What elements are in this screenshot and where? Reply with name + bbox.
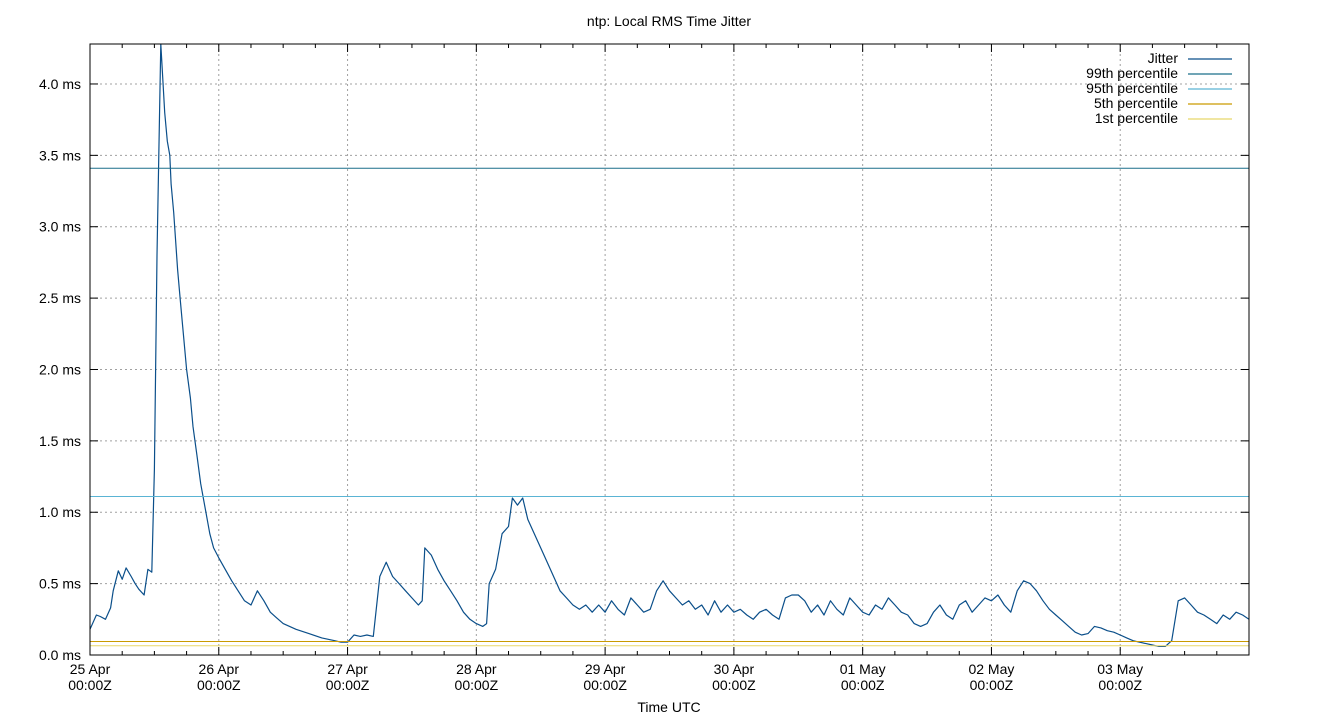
x-tick-label: 00:00Z [326, 677, 370, 693]
x-tick-label: 00:00Z [455, 677, 499, 693]
x-tick-label: 29 Apr [585, 661, 626, 677]
y-tick-label: 4.0 ms [39, 76, 81, 92]
y-tick-label: 3.0 ms [39, 219, 81, 235]
y-tick-label: 1.5 ms [39, 433, 81, 449]
x-tick-label: 00:00Z [841, 677, 885, 693]
legend-label-5th-percentile: 5th percentile [1094, 95, 1178, 111]
x-tick-label: 25 Apr [70, 661, 111, 677]
x-tick-label: 26 Apr [199, 661, 240, 677]
x-tick-label: 27 Apr [327, 661, 368, 677]
series-layer [90, 44, 1249, 648]
x-tick-label: 00:00Z [68, 677, 112, 693]
legend-label-99th-percentile: 99th percentile [1086, 65, 1178, 81]
x-tick-label: 03 May [1097, 661, 1143, 677]
y-tick-label: 3.5 ms [39, 147, 81, 163]
x-tick-label: 02 May [968, 661, 1014, 677]
x-tick-label: 01 May [840, 661, 886, 677]
y-tick-label: 0.0 ms [39, 647, 81, 663]
legend-label-95th-percentile: 95th percentile [1086, 80, 1178, 96]
y-tick-label: 2.0 ms [39, 361, 81, 377]
y-tick-label: 2.5 ms [39, 290, 81, 306]
axis-layer: 0.0 ms 0.5 ms 1.0 ms 1.5 ms 2.0 ms 2.5 ms 3.0 … [39, 44, 1249, 693]
series-line-jitter [90, 44, 1249, 648]
x-tick-label: 00:00Z [1098, 677, 1142, 693]
legend-label-jitter: Jitter [1148, 50, 1179, 66]
y-tick-label: 1.0 ms [39, 504, 81, 520]
x-tick-label: 30 Apr [714, 661, 755, 677]
x-tick-label: 00:00Z [197, 677, 241, 693]
x-tick-label: 00:00Z [712, 677, 756, 693]
x-tick-label: 00:00Z [970, 677, 1014, 693]
chart-title: ntp: Local RMS Time Jitter [587, 13, 752, 29]
x-tick-label: 28 Apr [456, 661, 497, 677]
x-axis-label: Time UTC [637, 699, 700, 715]
plot-frame [89, 43, 1250, 656]
grid-layer [90, 44, 1249, 655]
legend-label-1st-percentile: 1st percentile [1095, 110, 1178, 126]
x-tick-label: 00:00Z [583, 677, 627, 693]
y-tick-label: 0.5 ms [39, 576, 81, 592]
